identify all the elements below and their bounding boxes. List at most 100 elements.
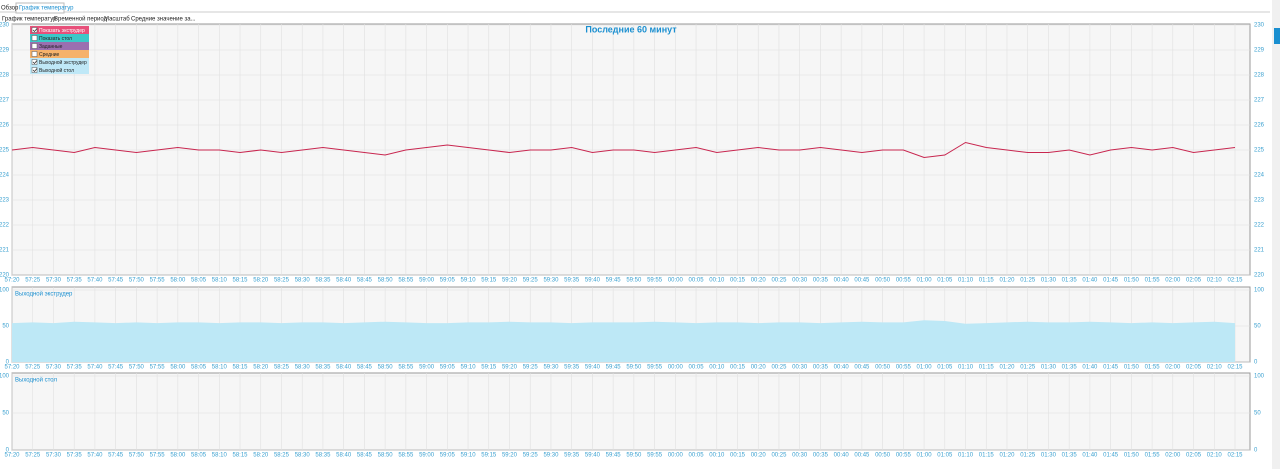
menu-item[interactable]: Временной период [54, 16, 108, 23]
x-tick-label: 58:50 [378, 453, 394, 459]
y-tick-label-right: 226 [1254, 123, 1265, 129]
y-tick-label: 224 [0, 173, 10, 179]
x-tick-label: 00:30 [792, 365, 808, 371]
area [12, 320, 1235, 362]
x-tick-label: 58:15 [233, 365, 249, 371]
tab[interactable]: График температур [19, 6, 74, 12]
legend-check [32, 28, 38, 33]
x-tick-label: 00:50 [875, 278, 891, 284]
x-tick-label: 59:15 [481, 453, 497, 459]
x-tick-label: 01:50 [1124, 365, 1140, 371]
x-tick-label: 57:55 [150, 278, 166, 284]
y-tick-label-right: 100 [1254, 374, 1265, 380]
x-tick-label: 59:00 [419, 278, 435, 284]
line [11, 141, 1236, 159]
x-tick-label: 01:45 [1103, 365, 1119, 371]
x-tick-label: 01:35 [1062, 278, 1078, 284]
x-tick-label: 58:20 [253, 278, 269, 284]
legend-checkbox[interactable] [31, 27, 38, 33]
x-tick-label: 02:15 [1227, 453, 1243, 459]
x-tick-label: 58:35 [315, 278, 331, 284]
y-tick-label: 0 [6, 448, 10, 454]
x-tick-label: 58:05 [191, 365, 207, 371]
x-tick-label: 00:35 [813, 278, 829, 284]
legend-check [32, 68, 38, 73]
y-tick-label-right: 0 [1254, 360, 1258, 366]
x-tick-label: 01:25 [1020, 453, 1036, 459]
x-tick-label: 58:10 [212, 365, 228, 371]
x-tick-label: 57:30 [46, 453, 62, 459]
legend-label: Показать экструдер [39, 28, 85, 34]
x-tick-label: 58:00 [170, 278, 186, 284]
x-tick-label: 57:55 [150, 365, 166, 371]
x-tick-label: 58:30 [295, 278, 311, 284]
x-tick-label: 01:30 [1041, 453, 1057, 459]
x-tick-label: 00:05 [689, 453, 705, 459]
x-tick-label: 58:20 [253, 453, 269, 459]
x-tick-label: 58:10 [212, 278, 228, 284]
y-tick-label: 100 [0, 374, 10, 380]
menu-item[interactable]: График температур [2, 17, 57, 23]
x-tick-label: 59:55 [647, 365, 663, 371]
x-tick-label: 00:00 [668, 365, 684, 371]
y-tick-label-right: 230 [1254, 23, 1265, 29]
x-tick-label: 02:00 [1165, 365, 1181, 371]
x-tick-label: 00:55 [896, 453, 912, 459]
x-tick-label: 01:05 [937, 278, 953, 284]
legend-label: Заданные [39, 44, 63, 50]
x-tick-label: 57:50 [129, 453, 145, 459]
legend-checkbox[interactable] [31, 67, 38, 73]
x-tick-label: 58:40 [336, 365, 352, 371]
x-tick-label: 00:05 [689, 365, 705, 371]
legend-checkbox[interactable] [31, 51, 38, 57]
x-tick-label: 58:15 [233, 278, 249, 284]
legend-checkbox[interactable] [31, 59, 38, 65]
x-tick-label: 01:50 [1124, 278, 1140, 284]
chart-title: Выходной экструдер [15, 291, 73, 298]
x-tick-label: 59:15 [481, 365, 497, 371]
x-tick-label: 00:25 [771, 453, 787, 459]
x-tick-label: 00:45 [854, 453, 870, 459]
x-tick-label: 59:50 [626, 365, 642, 371]
x-tick-label: 01:30 [1041, 278, 1057, 284]
x-tick-label: 58:00 [170, 453, 186, 459]
x-tick-label: 59:05 [440, 278, 456, 284]
x-tick-label: 00:05 [689, 278, 705, 284]
x-tick-label: 02:10 [1207, 278, 1223, 284]
x-tick-label: 58:55 [398, 278, 414, 284]
x-tick-label: 57:55 [150, 453, 166, 459]
tab[interactable]: Обзор [1, 6, 19, 12]
x-tick-label: 59:05 [440, 365, 456, 371]
x-tick-label: 00:50 [875, 365, 891, 371]
x-tick-label: 00:25 [771, 278, 787, 284]
x-tick-label: 01:55 [1145, 278, 1161, 284]
x-tick-label: 01:25 [1020, 365, 1036, 371]
x-tick-label: 00:40 [834, 453, 850, 459]
x-tick-label: 59:25 [523, 278, 539, 284]
x-tick-label: 57:20 [4, 365, 20, 371]
y-tick-label: 220 [0, 273, 10, 279]
y-tick-label: 225 [0, 148, 10, 154]
menu-item[interactable]: Средние значение за... [131, 17, 196, 23]
tab-active [15, 2, 65, 14]
y-tick-label: 223 [0, 198, 10, 204]
x-tick-label: 00:45 [854, 365, 870, 371]
y-tick-label: 100 [0, 288, 10, 294]
side-panel [1272, 0, 1280, 469]
x-tick-label: 59:20 [502, 278, 518, 284]
legend-checkbox[interactable] [31, 43, 38, 49]
x-tick-label: 59:55 [647, 278, 663, 284]
x-tick-label: 01:05 [937, 365, 953, 371]
plot-area [11, 372, 1251, 451]
x-tick-label: 57:40 [87, 278, 103, 284]
y-tick-label: 228 [0, 73, 10, 79]
x-tick-label: 59:25 [523, 365, 539, 371]
x-tick-label: 59:35 [564, 453, 580, 459]
x-tick-label: 58:25 [274, 278, 290, 284]
legend-checkbox[interactable] [31, 35, 38, 41]
y-tick-label: 230 [0, 23, 10, 29]
menu-item[interactable]: Масштаб [104, 17, 130, 23]
y-tick-label: 50 [2, 324, 9, 330]
x-tick-label: 58:45 [357, 365, 373, 371]
x-tick-label: 57:25 [25, 278, 41, 284]
